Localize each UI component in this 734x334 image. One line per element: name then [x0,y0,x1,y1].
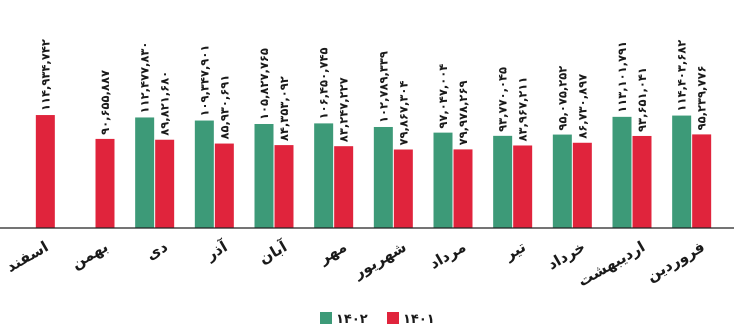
data-label-1401: ۹۳,۶۵۱,۰۴۱ [635,67,649,132]
category-label: آبان [256,237,291,268]
data-label-1402: ۱۰۵,۸۲۷,۷۶۵ [257,48,271,120]
category-label: آذر [202,237,231,264]
bar-1402 [314,123,334,228]
data-label-1401: ۷۹,۹۷۸,۲۶۹ [456,81,470,146]
category-label: خرداد [544,238,588,274]
data-label-1401: ۸۴,۳۵۳,۰۹۲ [277,76,291,141]
bar-1401 [513,145,533,228]
bar-1401 [572,142,592,228]
legend-swatch [387,312,399,324]
bar-1401 [632,135,652,228]
data-label-1402: ۹۷,۰۴۷,۰۰۴ [436,64,450,129]
data-label-1401: ۸۵,۹۳۰,۶۹۱ [217,75,231,140]
data-label-1402: ۱۰۶,۴۵۰,۷۴۵ [317,47,331,119]
bar-1401 [155,139,175,228]
legend-swatch [320,312,332,324]
bar-1402 [493,135,513,228]
bar-1402 [612,116,632,228]
bar-1401 [95,138,115,228]
bar-1402 [254,123,274,228]
category-label: دی [143,237,171,263]
category-label: اردیبهشت [575,238,648,291]
category-label: تیر [501,238,529,265]
bar-1402 [672,115,692,228]
data-label-1402: ۱۱۳,۱۰۱,۷۹۱ [615,41,629,113]
bars-group [35,115,712,228]
legend-label: ۱۴۰۱ [403,312,435,327]
data-label-1401: ۸۹,۸۲۱,۶۸۰ [158,71,172,136]
data-label-1402: ۱۱۲,۴۷۷,۸۳۰ [138,42,152,114]
category-label: مهر [315,238,350,268]
data-label-1402: ۹۵,۰۷۵,۲۵۲ [555,66,569,131]
bar-1401 [35,115,55,228]
bar-1402 [135,117,155,228]
data-label-1401: ۸۳,۲۴۷,۲۲۷ [337,77,351,142]
data-label-1401: ۷۹,۸۶۷,۳۰۴ [396,81,410,146]
legend-item-1402: ۱۴۰۲ [320,312,368,327]
category-label: مرداد [426,238,469,273]
data-label-1401: ۸۳,۹۶۷,۲۱۱ [516,77,530,142]
legend: ۱۴۰۲ ۱۴۰۱ [320,312,435,327]
bar-1401 [692,134,712,228]
bar-1402 [373,126,393,228]
data-label-1402: ۱۰۹,۳۴۷,۹۰۱ [197,45,211,117]
legend-item-1401: ۱۴۰۱ [387,312,435,327]
data-label-1401: ۹۰,۶۵۵,۸۸۷ [98,70,112,135]
data-labels-group: ۱۱۴,۴۰۳,۶۸۲ ۹۵,۲۳۹,۷۷۶ ۱۱۳,۱۰۱,۷۹۱ ۹۳,۶۵۱,۰… [38,39,708,145]
bar-1401 [453,149,473,228]
bar-1401 [334,146,354,228]
legend-label: ۱۴۰۲ [336,312,368,327]
bar-1401 [214,143,234,228]
data-label-1401: ۹۵,۲۳۹,۷۷۶ [695,66,709,131]
category-label: شهریور [350,238,410,283]
data-label-1401: ۱۱۴,۹۳۴,۷۴۲ [38,39,52,111]
bar-1401 [274,145,294,228]
data-label-1402: ۱۱۴,۴۰۳,۶۸۲ [675,40,689,112]
bar-1401 [393,149,413,228]
data-label-1401: ۸۶,۷۳۰,۸۹۷ [575,74,589,139]
bar-1402 [552,134,572,228]
bar-1402 [433,132,453,228]
bar-1402 [194,120,214,228]
data-label-1402: ۹۳,۷۷۰,۰۴۵ [496,67,510,132]
data-label-1402: ۱۰۲,۷۸۹,۳۳۹ [376,51,390,123]
category-label: بهمن [68,238,111,273]
category-label: اسفند [3,238,51,276]
category-label: فروردین [643,238,707,286]
